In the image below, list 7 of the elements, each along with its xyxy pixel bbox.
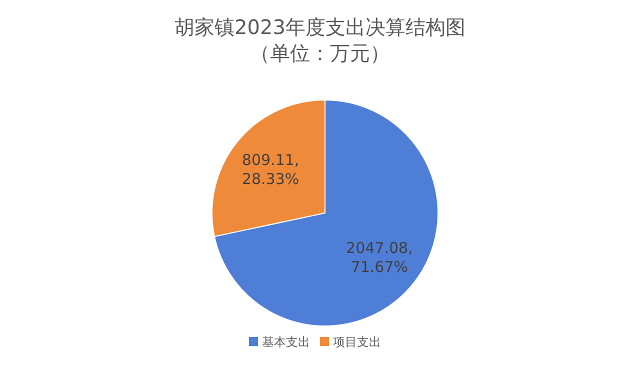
data-label: 2047.08, 71.67% bbox=[346, 239, 413, 276]
chart-subtitle: （单位：万元） bbox=[249, 40, 391, 66]
legend-label: 项目支出 bbox=[333, 335, 381, 349]
pie-slice bbox=[214, 100, 438, 326]
legend-label: 基本支出 bbox=[262, 335, 310, 349]
chart-title: 胡家镇2023年度支出决算结构图 bbox=[174, 14, 466, 40]
data-label: 809.11, 28.33% bbox=[242, 150, 300, 188]
